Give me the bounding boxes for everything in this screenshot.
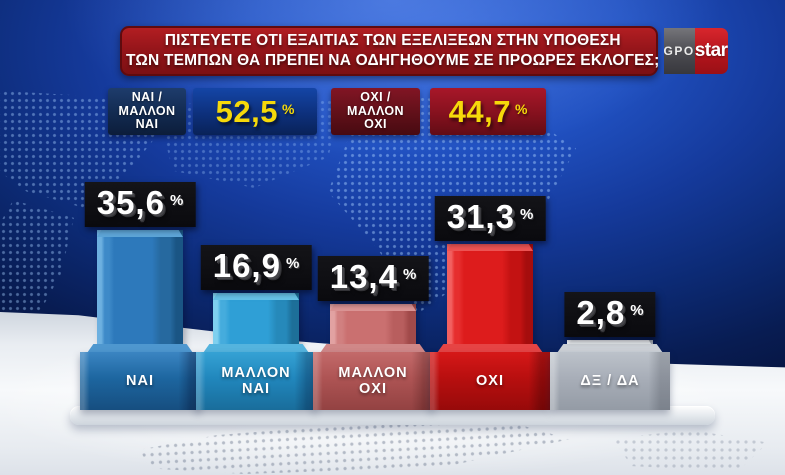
bar-pedestal: ΔΞ / ΔΑ	[550, 352, 670, 410]
pedestal-bevel	[203, 344, 309, 353]
percent-sign: %	[402, 265, 417, 283]
bar-label: ΜΑΛΛΟΝ	[338, 364, 408, 381]
percent-sign: %	[514, 100, 528, 117]
pedestal-bevel	[320, 344, 426, 353]
bar-group-nai: 35,6 % ΝΑΙ	[73, 180, 207, 412]
bar-label: ΝΑΙ	[126, 372, 154, 389]
summary-yes-label: ΝΑΙ / ΜΑΛΛΟΝ ΝΑΙ	[108, 88, 186, 135]
summary-yes-number: 52,5	[215, 93, 278, 129]
bar-value: 31,3	[446, 198, 515, 235]
question-line-1: ΠΙΣΤΕΥΕΤΕ ΟΤΙ ΕΞΑΙΤΙΑΣ ΤΩΝ ΕΞΕΛΙΞΕΩΝ ΣΤΗ…	[164, 32, 621, 49]
bar-label-line2: ΝΑΙ	[242, 381, 270, 397]
summary-yes-label-line3: ΝΑΙ	[135, 117, 159, 132]
summary-no-label-line3: ΟΧΙ	[364, 117, 387, 132]
percent-sign: %	[519, 205, 534, 223]
summary-yes-label-line1: ΝΑΙ /	[131, 90, 163, 105]
bar-value: 13,4	[329, 258, 398, 295]
bar-pedestal: ΟΧΙ	[430, 352, 550, 410]
summary-no-label-line1: ΟΧΙ /	[360, 90, 391, 105]
pedestal-bevel	[87, 344, 193, 353]
bar-chart: 35,6 % ΝΑΙ 16,9 % ΜΑΛΛΟΝ ΝΑΙ	[73, 180, 723, 412]
summary-no-number: 44,7	[448, 93, 511, 129]
star-channel-logo: star	[694, 28, 728, 74]
bar-platform-slab	[70, 406, 715, 425]
bar-label-line2: ΟΧΙ	[359, 381, 387, 397]
gpo-logo: GPO	[663, 28, 695, 74]
bar-label: ΟΧΙ	[476, 372, 504, 389]
bar-pedestal: ΜΑΛΛΟΝ ΟΧΙ	[313, 352, 433, 410]
question-line-2: ΤΩΝ ΤΕΜΠΩΝ ΘΑ ΠΡΕΠΕΙ ΝΑ ΟΔΗΓΗΘΟΥΜΕ ΣΕ ΠΡ…	[126, 52, 660, 69]
percent-sign: %	[285, 254, 300, 272]
summary-no-value: 44,7 %	[430, 88, 546, 135]
value-badge: 31,3 %	[434, 196, 546, 241]
value-badge: 2,8 %	[564, 292, 656, 337]
bar-value: 2,8	[576, 294, 626, 331]
percent-sign: %	[281, 100, 295, 117]
bar-pedestal: ΜΑΛΛΟΝ ΝΑΙ	[196, 352, 316, 410]
percent-sign: %	[630, 301, 644, 319]
bar-column	[97, 230, 183, 358]
value-badge: 16,9 %	[200, 245, 312, 290]
value-badge: 13,4 %	[317, 256, 429, 301]
bar-label: ΜΑΛΛΟΝ	[221, 364, 291, 381]
pedestal-bevel	[557, 344, 663, 353]
summary-no-label: ΟΧΙ / ΜΑΛΛΟΝ ΟΧΙ	[331, 88, 420, 135]
bar-group-mallon-oxi: 13,4 % ΜΑΛΛΟΝ ΟΧΙ	[306, 180, 440, 412]
percent-sign: %	[169, 191, 184, 209]
bar-group-oxi: 31,3 % ΟΧΙ	[423, 180, 557, 412]
bar-label: ΔΞ / ΔΑ	[580, 372, 640, 389]
summary-yes-label-line2: ΜΑΛΛΟΝ	[118, 103, 176, 118]
summary-yes-value: 52,5 %	[193, 88, 317, 135]
bar-group-dx-da: 2,8 % ΔΞ / ΔΑ	[543, 180, 677, 412]
question-text: ΠΙΣΤΕΥΕΤΕ ΟΤΙ ΕΞΑΙΤΙΑΣ ΤΩΝ ΕΞΕΛΙΞΕΩΝ ΣΤΗ…	[122, 28, 664, 74]
question-banner: ΠΙΣΤΕΥΕΤΕ ΟΤΙ ΕΞΑΙΤΙΑΣ ΤΩΝ ΕΞΕΛΙΞΕΩΝ ΣΤΗ…	[120, 26, 728, 76]
bar-group-mallon-nai: 16,9 % ΜΑΛΛΟΝ ΝΑΙ	[189, 180, 323, 412]
bar-value: 35,6	[96, 184, 165, 221]
summary-no-label-line2: ΜΑΛΛΟΝ	[347, 103, 404, 118]
bar-pedestal: ΝΑΙ	[80, 352, 200, 410]
pedestal-bevel	[437, 344, 543, 353]
bar-value: 16,9	[212, 247, 281, 284]
bar-column	[447, 244, 533, 358]
value-badge: 35,6 %	[84, 182, 196, 227]
